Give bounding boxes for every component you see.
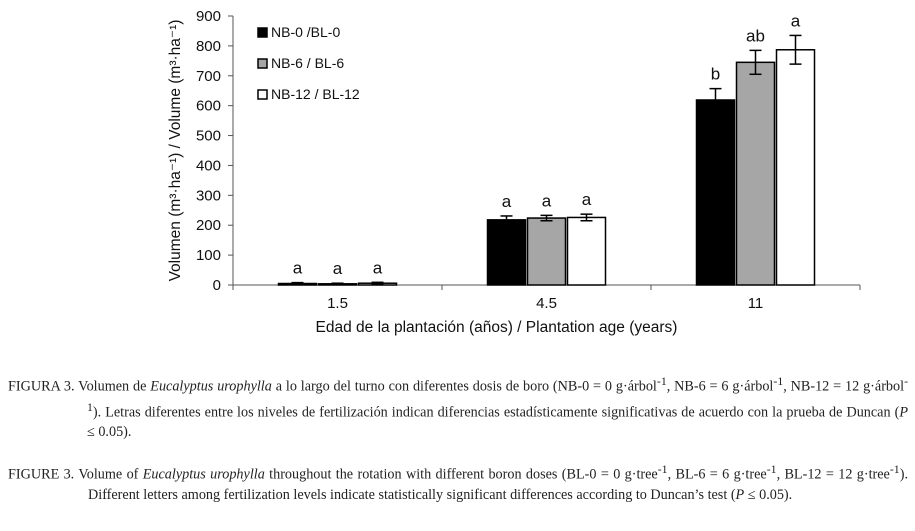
- legend-label: NB-12 / BL-12: [271, 86, 360, 102]
- caption-english: FIGURE 3. Volume of Eucalyptus urophylla…: [8, 462, 908, 503]
- y-tick-label: 900: [196, 8, 221, 25]
- significance-letter: ab: [746, 26, 765, 45]
- x-axis-label: Edad de la plantación (años) / Plantatio…: [316, 319, 678, 336]
- y-tick-label: 200: [196, 217, 221, 234]
- species-name: Eucalyptus urophylla: [150, 378, 272, 395]
- y-tick-label: 0: [213, 277, 221, 294]
- x-tick-label: 11: [748, 295, 764, 312]
- y-tick-label: 100: [196, 247, 221, 264]
- legend-swatch: [257, 89, 268, 100]
- legend-label: NB-6 / BL-6: [271, 55, 344, 71]
- significance-letter: a: [293, 259, 303, 278]
- bar: [695, 99, 736, 286]
- significance-letter: a: [582, 190, 592, 209]
- species-name: Eucalyptus urophylla: [142, 466, 265, 483]
- significance-letter: a: [373, 258, 383, 277]
- y-tick-label: 300: [196, 187, 221, 204]
- y-tick-label: 700: [196, 68, 221, 85]
- significance-letter: a: [333, 259, 343, 278]
- x-tick-label: 4.5: [536, 295, 557, 312]
- y-tick-label: 400: [196, 157, 221, 174]
- legend-swatch: [257, 27, 268, 38]
- significance-letter: a: [542, 191, 552, 210]
- y-axis-label: Volumen (m³·ha⁻¹) / Volume (m³·ha⁻¹): [167, 20, 184, 282]
- bar: [735, 61, 776, 286]
- caption-label: FIGURE 3.: [8, 466, 75, 483]
- bar: [775, 49, 816, 286]
- bar: [566, 216, 607, 286]
- y-tick-label: 600: [196, 98, 221, 115]
- bar: [486, 219, 527, 286]
- x-tick-label: 1.5: [327, 295, 348, 312]
- y-tick-label: 500: [196, 128, 221, 145]
- caption-label: FIGURA 3.: [8, 378, 75, 395]
- significance-letter: a: [502, 192, 512, 211]
- caption-spanish: FIGURA 3. Volumen de Eucalyptus urophyll…: [8, 374, 909, 441]
- y-tick-label: 800: [196, 38, 221, 55]
- significance-letter: b: [711, 65, 720, 84]
- significance-letter: a: [791, 11, 801, 30]
- legend-label: NB-0 /BL-0: [271, 24, 340, 40]
- bar-chart: 0 100 200 300 400 500 600 700 800 900 1.5 a a a 4.5 a a a…: [167, 8, 861, 336]
- bar: [526, 217, 567, 286]
- legend-swatch: [257, 58, 268, 69]
